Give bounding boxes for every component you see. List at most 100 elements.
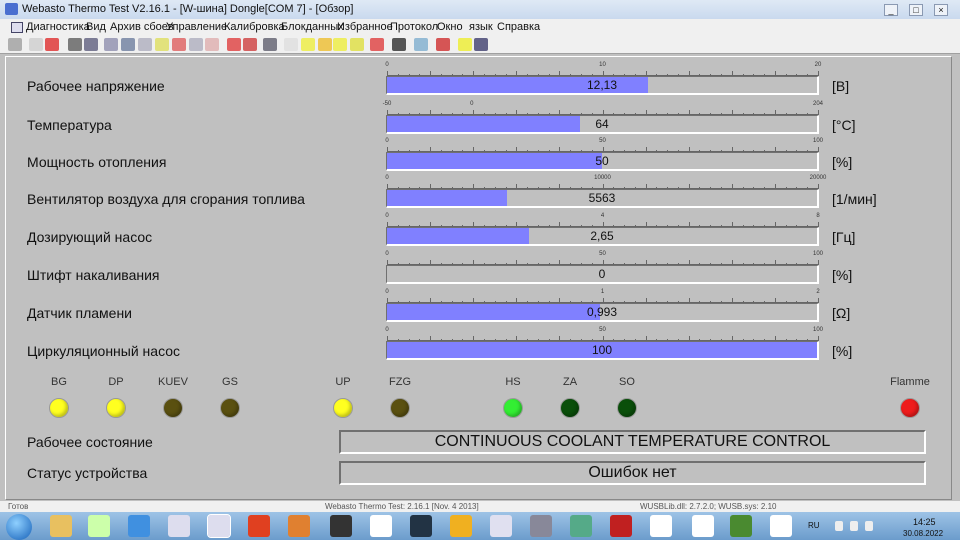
close-button[interactable]: × — [934, 4, 948, 16]
taskbar-app-icon[interactable] — [128, 515, 150, 537]
toolbar-button-icon[interactable] — [414, 38, 428, 51]
tray-volume-icon[interactable] — [865, 521, 873, 531]
maximize-button[interactable]: □ — [909, 4, 923, 16]
gauge-bar: 0 — [386, 265, 819, 284]
toolbar-button-icon[interactable] — [301, 38, 315, 51]
scale-tick — [397, 113, 399, 115]
toolbar-button-icon[interactable] — [436, 38, 450, 51]
taskbar-app-icon[interactable] — [288, 515, 310, 537]
taskbar-app-icon[interactable] — [330, 515, 352, 537]
toolbar-button-icon[interactable] — [392, 38, 406, 51]
scale-tick — [473, 71, 475, 76]
menu-item[interactable]: Архив сбоев — [110, 21, 174, 33]
toolbar-button-icon[interactable] — [45, 38, 59, 51]
toolbar-button-icon[interactable] — [121, 38, 135, 51]
toolbar-button-icon[interactable] — [474, 38, 488, 51]
taskbar-app-icon[interactable] — [410, 515, 432, 537]
window-title: Webasto Thermo Test V2.16.1 - [W-шина] D… — [22, 3, 354, 15]
menu-item[interactable]: Диагностика — [26, 21, 90, 33]
scale-tick — [430, 336, 432, 341]
start-button[interactable] — [6, 514, 32, 540]
toolbar-button-icon[interactable] — [370, 38, 384, 51]
taskbar-app-icon[interactable] — [770, 515, 792, 537]
scale-tick — [408, 225, 410, 227]
toolbar-button-icon[interactable] — [263, 38, 277, 51]
taskbar-app-icon[interactable] — [692, 515, 714, 537]
toolbar-button-icon[interactable] — [243, 38, 257, 51]
mdi-icon[interactable] — [11, 22, 23, 33]
scale-tick — [570, 113, 572, 115]
scale-tick — [462, 339, 464, 341]
tray-battery-icon[interactable] — [835, 521, 843, 531]
taskbar-app-icon[interactable] — [490, 515, 512, 537]
scale-tick — [451, 113, 453, 115]
taskbar-app-icon[interactable] — [88, 515, 110, 537]
taskbar-app-icon[interactable] — [610, 515, 632, 537]
toolbar-button-icon[interactable] — [318, 38, 332, 51]
taskbar-app-icon[interactable] — [248, 515, 270, 537]
toolbar-button-icon[interactable] — [8, 38, 22, 51]
scale-tick — [559, 222, 561, 227]
language-indicator[interactable]: RU — [808, 521, 820, 530]
menu-item[interactable]: Управление — [166, 21, 228, 33]
taskbar-app-icon[interactable] — [730, 515, 752, 537]
scale-tick — [505, 150, 507, 152]
scale-tick — [656, 113, 658, 115]
scale-tick — [807, 339, 809, 341]
taskbar-app-icon[interactable] — [207, 514, 231, 538]
toolbar-button-icon[interactable] — [227, 38, 241, 51]
toolbar-button-icon[interactable] — [205, 38, 219, 51]
scale-tick — [613, 74, 615, 76]
toolbar-button-icon[interactable] — [68, 38, 82, 51]
scale-tick — [818, 222, 819, 227]
gauge-value: 0 — [598, 267, 606, 281]
scale-tick — [742, 150, 744, 152]
scale-tick — [613, 150, 615, 152]
indicator-bg: BG — [29, 376, 89, 418]
scale-tick — [624, 301, 626, 303]
toolbar-button-icon[interactable] — [104, 38, 118, 51]
menu-item[interactable]: Вид — [86, 21, 106, 33]
taskbar-app-icon[interactable] — [650, 515, 672, 537]
scale-tick — [796, 187, 798, 189]
scale-tick — [548, 263, 550, 265]
toolbar-button-icon[interactable] — [138, 38, 152, 51]
scale-tick — [505, 74, 507, 76]
taskbar-app-icon[interactable] — [370, 515, 392, 537]
toolbar-button-icon[interactable] — [350, 38, 364, 51]
taskbar-app-icon[interactable] — [530, 515, 552, 537]
toolbar-button-icon[interactable] — [284, 38, 298, 51]
toolbar-button-icon[interactable] — [172, 38, 186, 51]
taskbar-app-icon[interactable] — [570, 515, 592, 537]
scale-tick — [548, 150, 550, 152]
toolbar-button-icon[interactable] — [29, 38, 43, 51]
scale-tick — [656, 187, 658, 189]
menu-item[interactable]: Калибровка — [224, 21, 285, 33]
toolbar-button-icon[interactable] — [458, 38, 472, 51]
scale-tick — [731, 184, 733, 189]
tray-network-icon[interactable] — [850, 521, 858, 531]
scale-tick — [753, 339, 755, 341]
taskbar-app-icon[interactable] — [168, 515, 190, 537]
scale-tick — [624, 150, 626, 152]
taskbar-app-icon[interactable] — [450, 515, 472, 537]
scale-tick — [634, 74, 636, 76]
toolbar-button-icon[interactable] — [333, 38, 347, 51]
menu-item[interactable]: Избранное — [337, 21, 393, 33]
menu-item[interactable]: Окно — [437, 21, 463, 33]
toolbar-button-icon[interactable] — [155, 38, 169, 51]
toolbar-button-icon[interactable] — [189, 38, 203, 51]
menu-item[interactable]: язык — [469, 21, 493, 33]
taskbar-app-icon[interactable] — [50, 515, 72, 537]
minimize-button[interactable]: _ — [884, 4, 898, 16]
menu-item[interactable]: Протокол — [390, 21, 439, 33]
gauge-label: Рабочее напряжение — [27, 78, 165, 94]
menu-item[interactable]: Справка — [497, 21, 541, 33]
scale-tick — [785, 113, 787, 115]
clock-date[interactable]: 30.08.2022 — [903, 529, 944, 538]
menu-item[interactable]: Блокданных — [281, 21, 344, 33]
toolbar-button-icon[interactable] — [84, 38, 98, 51]
scale-tick — [699, 225, 701, 227]
scale-tick — [688, 71, 690, 76]
clock-time[interactable]: 14:25 — [913, 517, 936, 527]
